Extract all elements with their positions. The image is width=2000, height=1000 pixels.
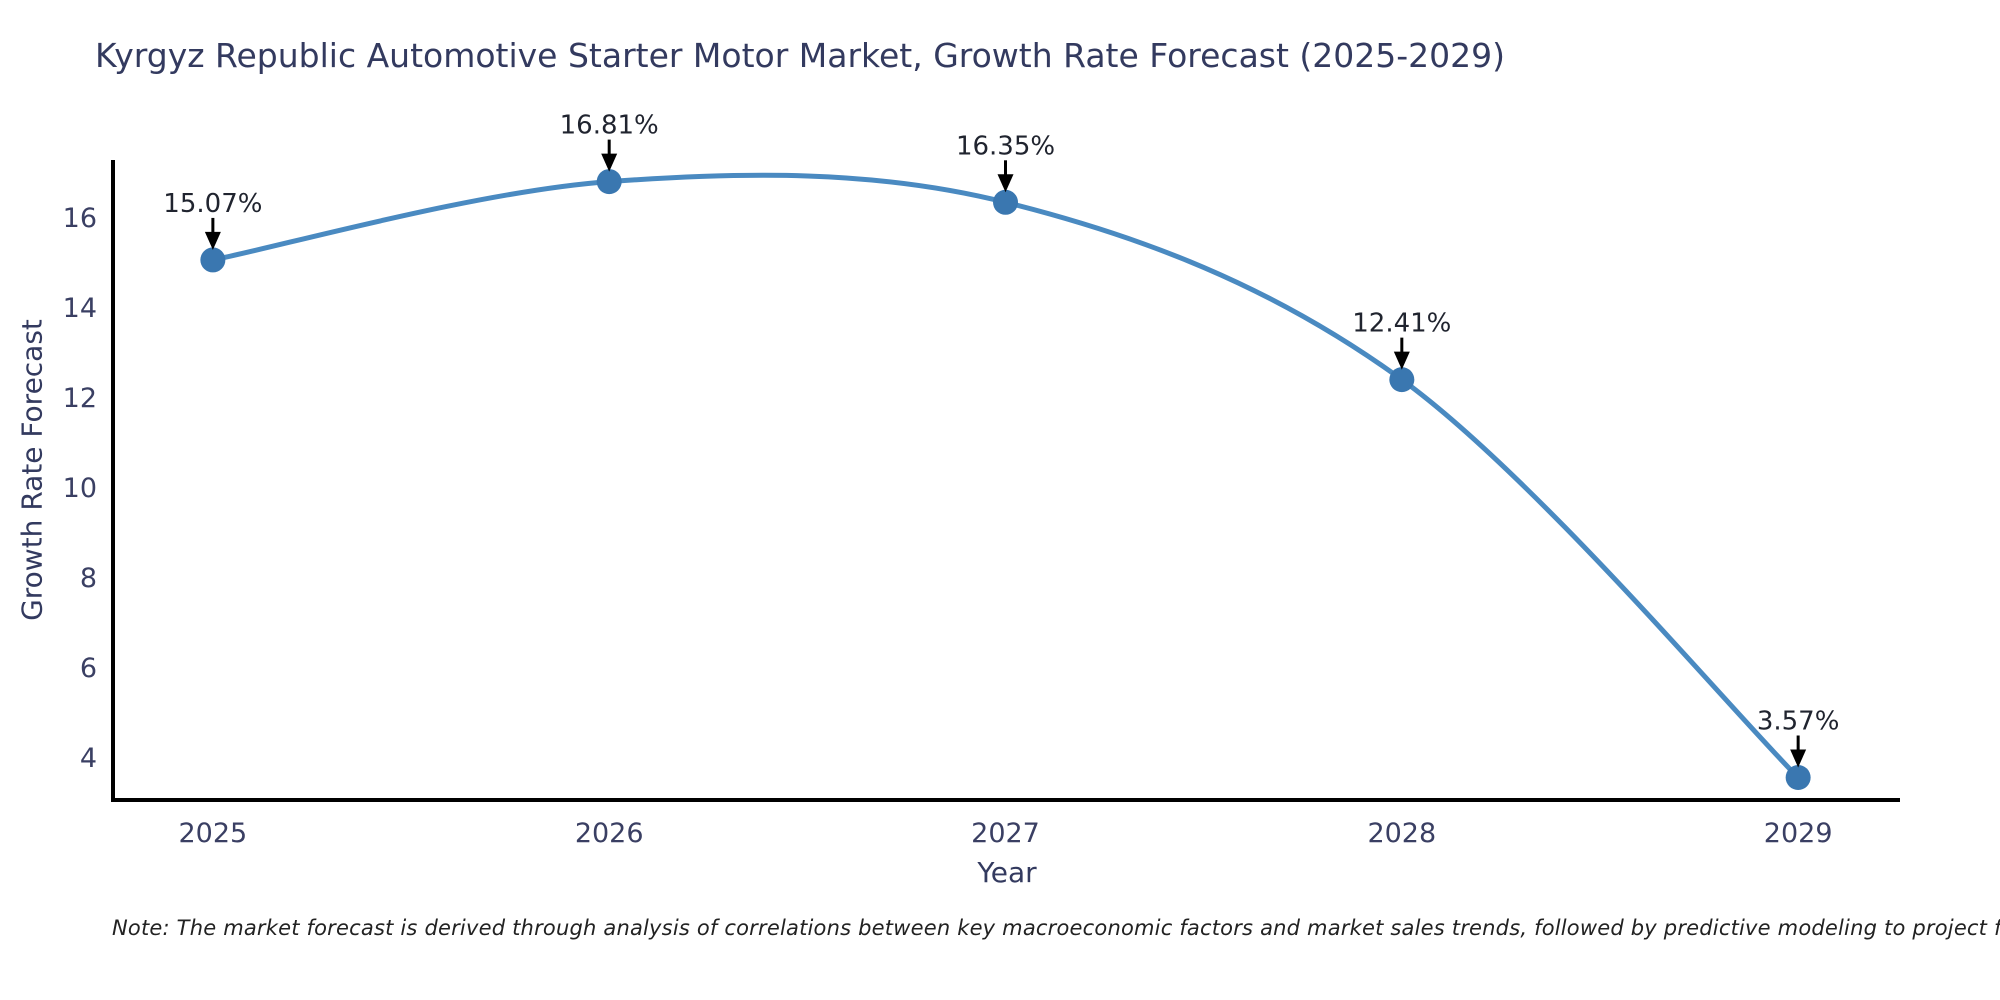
- y-tick-label: 14: [63, 293, 97, 324]
- data-point-label: 15.07%: [163, 189, 262, 219]
- data-point-label: 16.81%: [560, 111, 659, 141]
- data-point-label: 12.41%: [1352, 309, 1451, 339]
- x-tick-label: 2025: [179, 818, 248, 849]
- y-tick-label: 12: [63, 383, 97, 414]
- data-point-marker[interactable]: [1785, 764, 1811, 790]
- annotation-arrowhead: [1393, 351, 1410, 370]
- y-tick-label: 8: [80, 563, 97, 594]
- annotation-arrowhead: [1790, 749, 1807, 768]
- y-tick-label: 6: [80, 653, 97, 684]
- x-axis-label: Year: [977, 856, 1037, 889]
- data-point-marker[interactable]: [993, 189, 1019, 215]
- x-tick-label: 2029: [1764, 818, 1833, 849]
- data-point-label: 3.57%: [1757, 706, 1840, 736]
- data-point-label: 16.35%: [956, 131, 1055, 161]
- data-point-marker[interactable]: [200, 247, 226, 273]
- data-point-marker[interactable]: [596, 169, 622, 195]
- chart-title: Kyrgyz Republic Automotive Starter Motor…: [95, 36, 1506, 75]
- forecast-line: [210, 172, 1801, 780]
- x-tick-label: 2028: [1367, 818, 1436, 849]
- footnote: Note: The market forecast is derived thr…: [112, 916, 2000, 940]
- annotation-arrowhead: [601, 153, 618, 172]
- y-tick-label: 10: [63, 473, 97, 504]
- x-tick-label: 2026: [575, 818, 644, 849]
- x-tick-label: 2027: [971, 818, 1040, 849]
- annotation-arrowhead: [997, 174, 1014, 193]
- y-tick-label: 4: [80, 743, 97, 774]
- data-point-marker[interactable]: [1389, 367, 1415, 393]
- annotation-arrowhead: [204, 231, 221, 250]
- y-tick-label: 16: [63, 203, 97, 234]
